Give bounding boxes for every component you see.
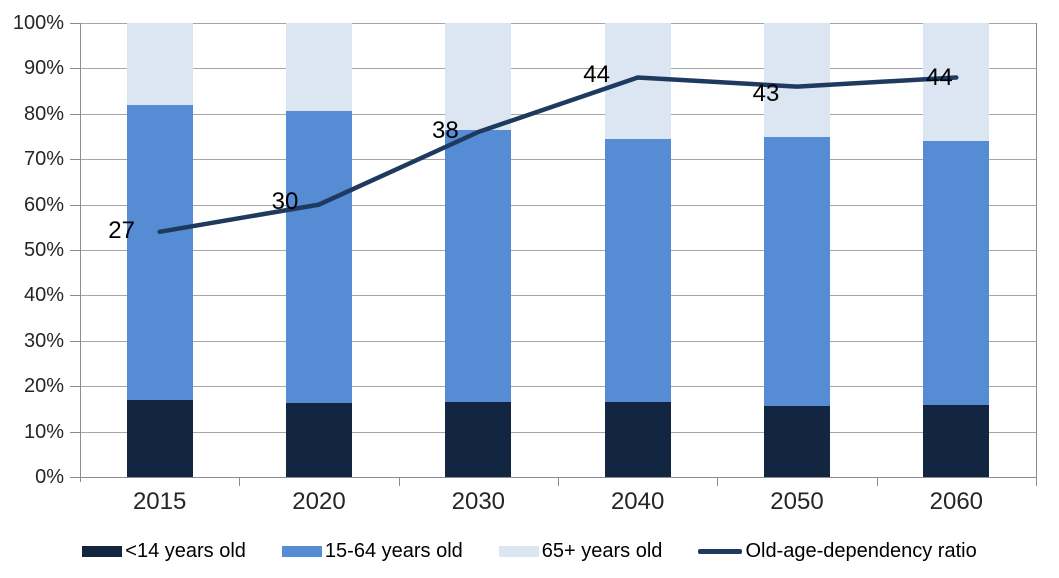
x-axis-label: 2020 bbox=[292, 488, 346, 515]
y-axis-tick bbox=[70, 159, 80, 161]
gridline bbox=[80, 204, 1036, 206]
y-axis-tick bbox=[70, 204, 80, 206]
x-axis-tick bbox=[398, 477, 400, 486]
y-axis-label: 100% bbox=[12, 12, 64, 34]
y-axis-label: 80% bbox=[23, 102, 64, 125]
x-axis-tick bbox=[717, 477, 719, 486]
bar-segment-2030 bbox=[445, 129, 512, 403]
y-axis-label: 10% bbox=[23, 420, 64, 443]
bar-segment-2015 bbox=[126, 23, 193, 105]
y-axis-tick bbox=[70, 295, 80, 297]
legend-item-15-64: 15-64 years old bbox=[281, 539, 463, 563]
legend-label: <14 years old bbox=[125, 540, 246, 562]
under14-swatch bbox=[82, 545, 123, 557]
y-axis-label: 50% bbox=[23, 239, 64, 261]
y-axis-label: 40% bbox=[23, 284, 64, 307]
x-axis-label: 2060 bbox=[929, 488, 984, 515]
bar-segment-2040 bbox=[604, 138, 671, 402]
y-axis-tick bbox=[70, 113, 80, 115]
line-data-label: 43 bbox=[752, 79, 780, 107]
gridline bbox=[80, 23, 1036, 24]
y-axis-label: 90% bbox=[23, 57, 64, 80]
y-axis-tick bbox=[70, 431, 80, 433]
bar-segment-2060 bbox=[923, 141, 990, 406]
bar-segment-2020 bbox=[286, 23, 352, 111]
plot-right-border bbox=[1036, 23, 1037, 486]
x-axis-tick bbox=[558, 477, 559, 486]
gridline bbox=[80, 431, 1036, 433]
y-axis-label: 30% bbox=[23, 329, 64, 352]
oadr-line-swatch bbox=[698, 548, 743, 554]
gridline bbox=[80, 159, 1036, 161]
bar-segment-2050 bbox=[764, 23, 830, 137]
line-data-label: 38 bbox=[431, 116, 459, 144]
y-axis-label: 70% bbox=[23, 148, 64, 171]
x-axis-tick bbox=[876, 477, 878, 486]
bar-segment-2020 bbox=[286, 110, 352, 403]
legend-label: 65+ years old bbox=[541, 540, 663, 562]
y-axis-tick bbox=[70, 68, 80, 70]
old-age-dependency-ratio-line bbox=[157, 75, 959, 235]
legend-item-under14: <14 years old bbox=[82, 539, 246, 563]
bar-segment-2030 bbox=[445, 23, 512, 130]
y-axis-label: 20% bbox=[23, 375, 64, 398]
bar-segment-2015 bbox=[126, 104, 193, 400]
gridline bbox=[80, 68, 1036, 70]
x-axis-label: 2030 bbox=[451, 488, 506, 515]
legend: <14 years old 15-64 years old 65+ years … bbox=[0, 534, 1059, 568]
15-64-swatch bbox=[281, 545, 322, 557]
line-data-label: 44 bbox=[925, 64, 953, 92]
x-axis-label: 2040 bbox=[610, 488, 665, 515]
bar-segment-2060 bbox=[923, 23, 990, 142]
legend-item-oadr: Old-age-dependency ratio bbox=[698, 539, 977, 563]
line-data-label: 27 bbox=[108, 216, 136, 244]
x-axis-label: 2050 bbox=[770, 488, 824, 515]
y-axis-tick bbox=[70, 340, 80, 342]
x-axis-label: 2015 bbox=[132, 488, 187, 515]
gridline bbox=[80, 113, 1036, 115]
bar-segment-2020 bbox=[286, 402, 352, 477]
x-axis-tick bbox=[239, 477, 241, 486]
y-axis-line bbox=[80, 23, 81, 482]
legend-item-65plus: 65+ years old bbox=[498, 539, 663, 563]
x-axis-line bbox=[70, 477, 1036, 478]
legend-label: Old-age-dependency ratio bbox=[745, 540, 977, 562]
gridline bbox=[80, 295, 1036, 297]
line-data-label: 30 bbox=[271, 187, 299, 215]
y-axis-tick bbox=[70, 250, 80, 251]
bar-segment-2050 bbox=[764, 136, 830, 407]
legend-label: 15-64 years old bbox=[324, 540, 463, 562]
bar-segment-2030 bbox=[445, 402, 512, 477]
line-data-label: 44 bbox=[583, 61, 611, 89]
bar-segment-2015 bbox=[126, 399, 193, 477]
bar-segment-2050 bbox=[764, 406, 830, 477]
y-axis-label: 60% bbox=[23, 193, 64, 216]
gridline bbox=[80, 340, 1036, 342]
bar-segment-2040 bbox=[604, 401, 671, 477]
bar-segment-2060 bbox=[923, 405, 990, 477]
gridline bbox=[80, 250, 1036, 251]
y-axis-tick bbox=[70, 386, 80, 388]
x-axis-tick bbox=[1036, 477, 1037, 486]
y-axis-label: 0% bbox=[35, 466, 64, 488]
65plus-swatch bbox=[498, 545, 539, 557]
y-axis-tick bbox=[70, 23, 80, 24]
gridline bbox=[80, 386, 1036, 388]
